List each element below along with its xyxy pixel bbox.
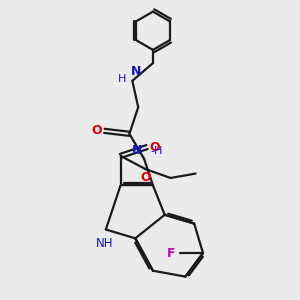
Text: N: N	[131, 65, 141, 78]
Text: -H: -H	[150, 146, 162, 157]
Text: N: N	[132, 144, 142, 158]
Text: O: O	[92, 124, 102, 137]
Text: H: H	[118, 74, 126, 84]
Text: O: O	[149, 141, 160, 154]
Text: NH: NH	[96, 237, 113, 250]
Text: O: O	[140, 172, 151, 184]
Text: F: F	[167, 247, 175, 260]
